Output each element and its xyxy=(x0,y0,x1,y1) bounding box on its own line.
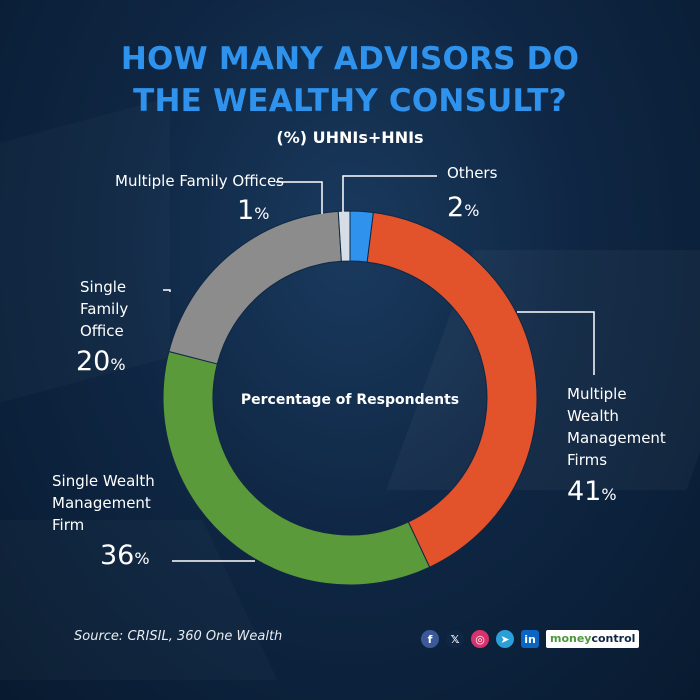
label-line: Firms xyxy=(567,451,608,469)
instagram-icon[interactable]: ◎ xyxy=(471,630,489,648)
label-line: Multiple xyxy=(567,385,627,403)
label-line: Multiple Family Offices xyxy=(115,172,284,190)
label-multiple-wealth-management-firms: Multiple Wealth Management Firms xyxy=(567,383,666,471)
brand-part-1: money xyxy=(550,632,592,645)
label-line: Firm xyxy=(52,516,85,534)
label-line: Wealth xyxy=(567,407,619,425)
slice-multiple-family-offices xyxy=(337,210,351,262)
pct-suffix: % xyxy=(110,355,126,374)
leader-line xyxy=(276,181,323,214)
label-line: Others xyxy=(447,164,498,182)
label-line: Family xyxy=(80,300,129,318)
pct-others: 2% xyxy=(447,192,479,223)
leader-line xyxy=(163,289,171,292)
pct-suffix: % xyxy=(134,549,150,568)
page-title: HOW MANY ADVISORS DO THE WEALTHY CONSULT… xyxy=(0,38,700,122)
x-icon[interactable]: 𝕏 xyxy=(446,630,464,648)
slice-multiple-wealth-management-firms xyxy=(366,211,538,568)
moneycontrol-logo[interactable]: money control xyxy=(546,630,640,648)
label-line: Office xyxy=(80,322,124,340)
pct-value: 2 xyxy=(447,192,465,223)
center-label: Percentage of Respondents xyxy=(241,392,459,408)
brand-part-2: control xyxy=(591,632,636,645)
title-line-1: HOW MANY ADVISORS DO xyxy=(120,41,580,77)
label-others: Others xyxy=(447,162,497,184)
label-single-wealth-management-firm: Single Wealth Management Firm xyxy=(52,470,155,536)
label-multiple-family-offices: Multiple Family Offices xyxy=(115,170,284,192)
label-line: Management xyxy=(52,494,151,512)
label-line: Single xyxy=(80,278,127,296)
pct-suffix: % xyxy=(601,485,617,504)
pct-value: 20 xyxy=(76,346,111,377)
facebook-icon[interactable]: f xyxy=(421,630,439,648)
pct-value: 41 xyxy=(567,476,602,507)
leader-line xyxy=(517,311,595,375)
pct-value: 1 xyxy=(237,195,255,226)
pct-multiple-wealth-management-firms: 41% xyxy=(567,476,617,507)
pct-value: 36 xyxy=(100,540,135,571)
label-line: Single Wealth xyxy=(52,472,155,490)
title-line-2: THE WEALTHY CONSULT? xyxy=(133,83,567,119)
slice-single-family-office xyxy=(168,210,342,365)
chart-subtitle: (%) UHNIs+HNIs xyxy=(276,128,424,147)
pct-single-family-office: 20% xyxy=(76,346,126,377)
label-single-family-office: Single Family Office xyxy=(80,276,128,342)
leader-line xyxy=(342,175,437,212)
pct-multiple-family-offices: 1% xyxy=(237,195,269,226)
pct-single-wealth-management-firm: 36% xyxy=(100,540,150,571)
pct-suffix: % xyxy=(464,201,480,220)
telegram-icon[interactable]: ➤ xyxy=(496,630,514,648)
label-line: Management xyxy=(567,429,666,447)
source-note: Source: CRISIL, 360 One Wealth xyxy=(74,629,283,644)
linkedin-icon[interactable]: in xyxy=(521,630,539,648)
pct-suffix: % xyxy=(254,204,270,223)
slice-single-wealth-management-firm xyxy=(162,350,431,586)
